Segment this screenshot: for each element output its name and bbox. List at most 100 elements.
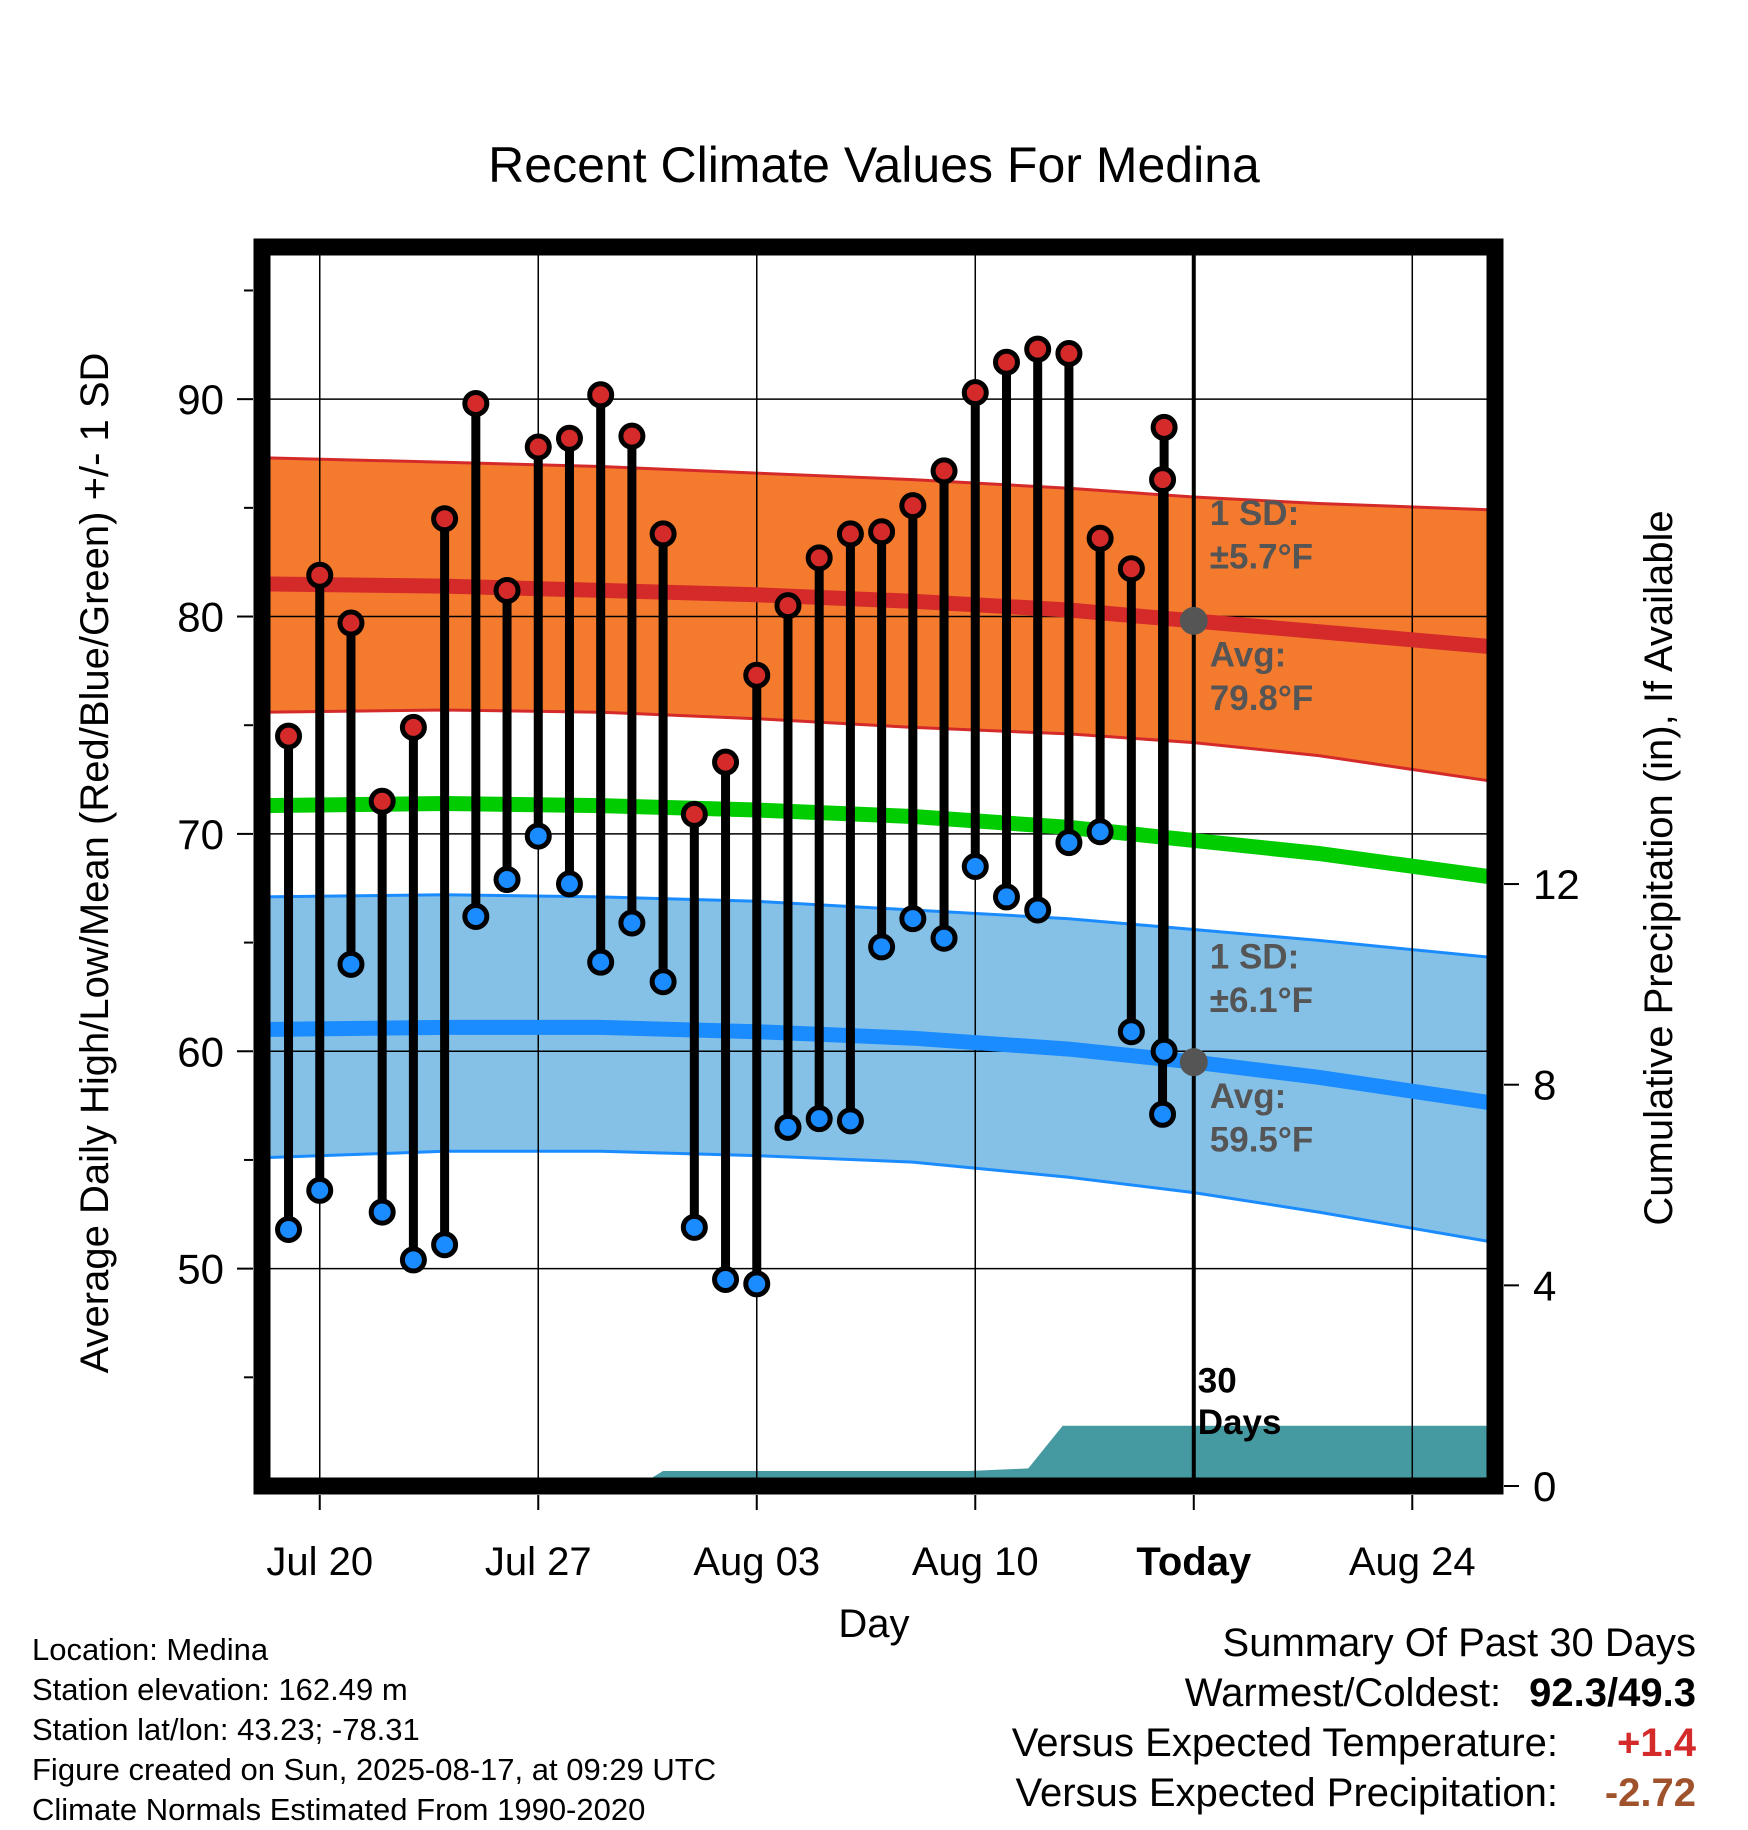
precip-area <box>262 1425 1495 1486</box>
observed-low-point <box>930 924 958 952</box>
observed-high-point <box>618 422 646 450</box>
observed-low-point <box>649 968 677 996</box>
observed-low-point <box>680 1213 708 1241</box>
observed-high-point <box>836 520 864 548</box>
observed-low-point <box>555 870 583 898</box>
observed-high-point <box>524 433 552 461</box>
observed-low-point <box>712 1266 740 1293</box>
low-sd-lower-edge <box>261 1149 1496 1244</box>
observed-low-point <box>1055 829 1083 857</box>
precip-value: -2.72 <box>1604 1771 1696 1815</box>
x-tick-label: Aug 10 <box>912 1540 1039 1584</box>
observed-low-point <box>743 1270 771 1298</box>
plot-area: 1 SD: ±5.7°F Avg: 79.8°F 1 SD: ±6.1°F Avg: 59.5… <box>177 238 1580 1584</box>
observed-high-point <box>961 379 989 407</box>
observed-low-point <box>961 853 989 880</box>
observed-high-point <box>462 390 490 418</box>
observed-low-point <box>618 909 646 937</box>
observed-high-point <box>306 561 334 589</box>
low-sd-label: 1 SD: <box>1210 938 1299 977</box>
low-sd-value: ±6.1°F <box>1210 981 1313 1020</box>
observed-low-point <box>868 933 896 961</box>
temp-label: Versus Expected Temperature: <box>1011 1721 1558 1765</box>
station-latlon: Station lat/lon: 43.23; -78.31 <box>32 1712 420 1747</box>
observed-low-point <box>774 1113 802 1141</box>
observed-low-point <box>368 1198 396 1226</box>
observed-high-point <box>805 544 833 572</box>
x-tick-label: Aug 24 <box>1349 1540 1476 1584</box>
low-avg-value: 59.5°F <box>1210 1120 1314 1159</box>
observed-high-point <box>743 661 771 689</box>
observed-low-point <box>1086 818 1114 846</box>
observed-low-point <box>399 1246 427 1274</box>
figure-created: Figure created on Sun, 2025-08-17, at 09… <box>32 1752 717 1787</box>
summary-heading: Summary Of Past 30 Days <box>1222 1621 1696 1665</box>
observed-low-point <box>1149 1100 1177 1128</box>
y-tick-label: 50 <box>177 1246 224 1293</box>
observed-high-point <box>1149 466 1177 494</box>
summary-warm-cold: Warmest/Coldest: 92.3/49.3 <box>1012 1668 1696 1718</box>
chart-title: Recent Climate Values For Medina <box>488 137 1260 193</box>
x-tick-label: Jul 27 <box>485 1540 592 1584</box>
y2-tick-label: 0 <box>1533 1463 1556 1510</box>
y2-tick-label: 8 <box>1533 1062 1556 1109</box>
y-tick-label: 70 <box>177 811 224 858</box>
observed-low-point <box>306 1176 334 1204</box>
observed-low-point <box>337 950 365 978</box>
observed-low-point <box>1117 1018 1145 1046</box>
observed-high-point <box>587 381 615 409</box>
observed-high-point <box>712 748 740 776</box>
x-tick-label: Today <box>1136 1540 1252 1584</box>
x-tick-label: Jul 20 <box>266 1540 373 1584</box>
observed-high-point <box>680 800 708 828</box>
observed-high-point <box>555 424 583 452</box>
summary-precip: Versus Expected Precipitation: -2.72 <box>1012 1768 1696 1818</box>
observed-low-point <box>275 1216 303 1244</box>
y2-tick-label: 12 <box>1533 861 1580 908</box>
temp-value: +1.4 <box>1617 1721 1696 1765</box>
observed-low-point <box>462 902 490 930</box>
observed-high-point <box>930 457 958 485</box>
observed-low-point <box>431 1231 459 1259</box>
summary-panel: Summary Of Past 30 Days Warmest/Coldest:… <box>1012 1618 1696 1818</box>
today-high-avg-marker <box>1179 606 1208 635</box>
y-axis-label: Average Daily High/Low/Mean (Red/Blue/Gr… <box>73 353 117 1374</box>
station-info: Location: Medina Station elevation: 162.… <box>32 1630 716 1830</box>
low-avg-label: Avg: <box>1210 1077 1286 1116</box>
observed-high-point <box>368 787 396 815</box>
today-low-avg-marker <box>1179 1048 1208 1077</box>
observed-low-point <box>805 1105 833 1133</box>
high-sd-label: 1 SD: <box>1210 494 1299 533</box>
observed-low-point <box>836 1107 864 1135</box>
summary-temp: Versus Expected Temperature: +1.4 <box>1012 1718 1696 1768</box>
y-tick-label: 90 <box>177 376 224 423</box>
x-tick-label: Aug 03 <box>693 1540 820 1584</box>
observed-high-point <box>774 592 802 620</box>
precip-label: Versus Expected Precipitation: <box>1015 1771 1558 1815</box>
observed-high-point <box>649 520 677 548</box>
high-sd-upper-edge <box>261 456 1496 512</box>
observed-high-point <box>275 722 303 750</box>
station-elevation: Station elevation: 162.49 m <box>32 1672 408 1707</box>
x-axis-label: Day <box>838 1602 909 1646</box>
low-sd-band <box>262 894 1495 1243</box>
y2-axis-label: Cumulative Precipitation (in), If Availa… <box>1637 510 1681 1225</box>
observed-low-point <box>992 883 1020 911</box>
climate-normals-note: Climate Normals Estimated From 1990-2020 <box>32 1792 646 1827</box>
observed-high-point <box>868 518 896 546</box>
observed-low-point <box>524 822 552 850</box>
warm-cold-value: 92.3/49.3 <box>1529 1671 1696 1715</box>
observed-low-point <box>493 866 521 894</box>
observed-high-point <box>992 348 1020 376</box>
observed-high-point <box>1117 555 1145 583</box>
observed-low-point <box>899 905 927 933</box>
normal-low-line <box>261 1019 1497 1111</box>
observed-high-point <box>399 713 427 741</box>
observed-high-point <box>1055 340 1083 368</box>
y-tick-label: 60 <box>177 1028 224 1075</box>
high-sd-value: ±5.7°F <box>1210 538 1313 577</box>
observed-high-point <box>1024 335 1052 363</box>
y-tick-label: 80 <box>177 594 224 641</box>
high-avg-label: Avg: <box>1210 636 1286 675</box>
